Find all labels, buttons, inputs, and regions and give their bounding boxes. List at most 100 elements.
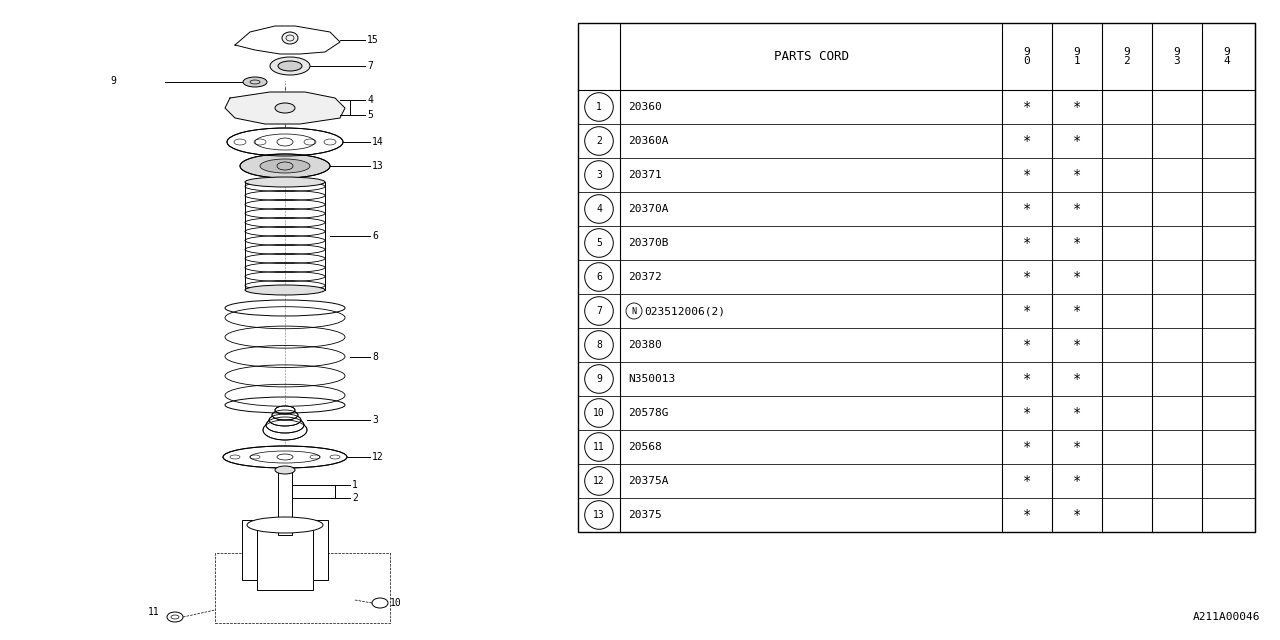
Text: 20375A: 20375A — [628, 476, 668, 486]
Text: 4: 4 — [596, 204, 602, 214]
Text: 20380: 20380 — [628, 340, 662, 350]
Ellipse shape — [241, 154, 330, 178]
Circle shape — [585, 399, 613, 428]
Text: *: * — [1023, 440, 1032, 454]
Text: 5: 5 — [596, 238, 602, 248]
Text: *: * — [1073, 440, 1082, 454]
Text: *: * — [1073, 304, 1082, 318]
Text: *: * — [1023, 372, 1032, 386]
Text: *: * — [1073, 372, 1082, 386]
Text: PARTS CORD: PARTS CORD — [773, 50, 849, 63]
Text: *: * — [1023, 270, 1032, 284]
Text: 13: 13 — [593, 510, 605, 520]
Text: 9
1: 9 1 — [1074, 47, 1080, 66]
Text: *: * — [1023, 100, 1032, 114]
Ellipse shape — [278, 61, 302, 71]
Bar — [215, 553, 390, 623]
Text: 11: 11 — [148, 607, 160, 617]
Text: 9: 9 — [596, 374, 602, 384]
Text: 14: 14 — [372, 137, 384, 147]
Ellipse shape — [273, 410, 298, 420]
Ellipse shape — [260, 159, 310, 173]
Text: 3: 3 — [596, 170, 602, 180]
Bar — [242, 520, 257, 580]
Text: *: * — [1023, 304, 1032, 318]
Text: 5: 5 — [367, 110, 372, 120]
Text: 20371: 20371 — [628, 170, 662, 180]
Text: 023512006(2): 023512006(2) — [644, 306, 724, 316]
Text: 10: 10 — [390, 598, 402, 608]
Text: 20375: 20375 — [628, 510, 662, 520]
Text: 1: 1 — [596, 102, 602, 112]
Text: 2: 2 — [596, 136, 602, 146]
Text: 20370A: 20370A — [628, 204, 668, 214]
Circle shape — [585, 161, 613, 189]
Circle shape — [626, 303, 643, 319]
Ellipse shape — [266, 417, 305, 433]
Text: 1: 1 — [352, 480, 358, 490]
Ellipse shape — [262, 420, 307, 440]
Text: *: * — [1073, 508, 1082, 522]
Text: *: * — [1023, 202, 1032, 216]
Text: 15: 15 — [367, 35, 379, 45]
Text: 8: 8 — [372, 351, 378, 362]
Circle shape — [585, 195, 613, 223]
Text: 11: 11 — [593, 442, 605, 452]
Text: 20370B: 20370B — [628, 238, 668, 248]
Text: 20360A: 20360A — [628, 136, 668, 146]
Text: 9
4: 9 4 — [1224, 47, 1230, 66]
Text: N: N — [631, 307, 636, 316]
Text: *: * — [1023, 406, 1032, 420]
Text: 4: 4 — [367, 95, 372, 105]
Text: 9
0: 9 0 — [1024, 47, 1030, 66]
Text: 20360: 20360 — [628, 102, 662, 112]
Text: *: * — [1023, 134, 1032, 148]
Text: *: * — [1073, 202, 1082, 216]
Text: *: * — [1023, 508, 1032, 522]
Text: *: * — [1023, 236, 1032, 250]
Ellipse shape — [244, 285, 325, 295]
Text: 2: 2 — [352, 493, 358, 503]
Circle shape — [585, 263, 613, 291]
Text: N350013: N350013 — [628, 374, 676, 384]
Text: 12: 12 — [593, 476, 605, 486]
Text: 9
3: 9 3 — [1174, 47, 1180, 66]
Text: 20578G: 20578G — [628, 408, 668, 418]
Circle shape — [585, 500, 613, 529]
Text: 13: 13 — [372, 161, 384, 171]
Text: 12: 12 — [372, 452, 384, 462]
Text: 7: 7 — [596, 306, 602, 316]
Ellipse shape — [270, 57, 310, 75]
Text: *: * — [1073, 100, 1082, 114]
Text: *: * — [1073, 168, 1082, 182]
Text: 10: 10 — [593, 408, 605, 418]
Text: *: * — [1023, 474, 1032, 488]
Text: 9: 9 — [110, 76, 116, 86]
Bar — [579, 23, 1254, 532]
Bar — [278, 470, 292, 535]
Text: 3: 3 — [372, 415, 378, 425]
Ellipse shape — [275, 103, 294, 113]
Circle shape — [585, 127, 613, 156]
Text: 6: 6 — [372, 231, 378, 241]
Text: *: * — [1023, 338, 1032, 352]
Ellipse shape — [227, 128, 343, 156]
Ellipse shape — [282, 32, 298, 44]
Ellipse shape — [269, 414, 301, 426]
Text: *: * — [1073, 406, 1082, 420]
Text: *: * — [1073, 236, 1082, 250]
Bar — [314, 520, 328, 580]
Text: *: * — [1023, 168, 1032, 182]
Text: *: * — [1073, 134, 1082, 148]
Text: 9
2: 9 2 — [1124, 47, 1130, 66]
Circle shape — [585, 331, 613, 359]
Text: *: * — [1073, 338, 1082, 352]
Text: 6: 6 — [596, 272, 602, 282]
Text: 8: 8 — [596, 340, 602, 350]
Ellipse shape — [372, 598, 388, 608]
Circle shape — [585, 433, 613, 461]
Text: *: * — [1073, 270, 1082, 284]
Text: *: * — [1073, 474, 1082, 488]
Text: 20568: 20568 — [628, 442, 662, 452]
Ellipse shape — [275, 406, 294, 414]
